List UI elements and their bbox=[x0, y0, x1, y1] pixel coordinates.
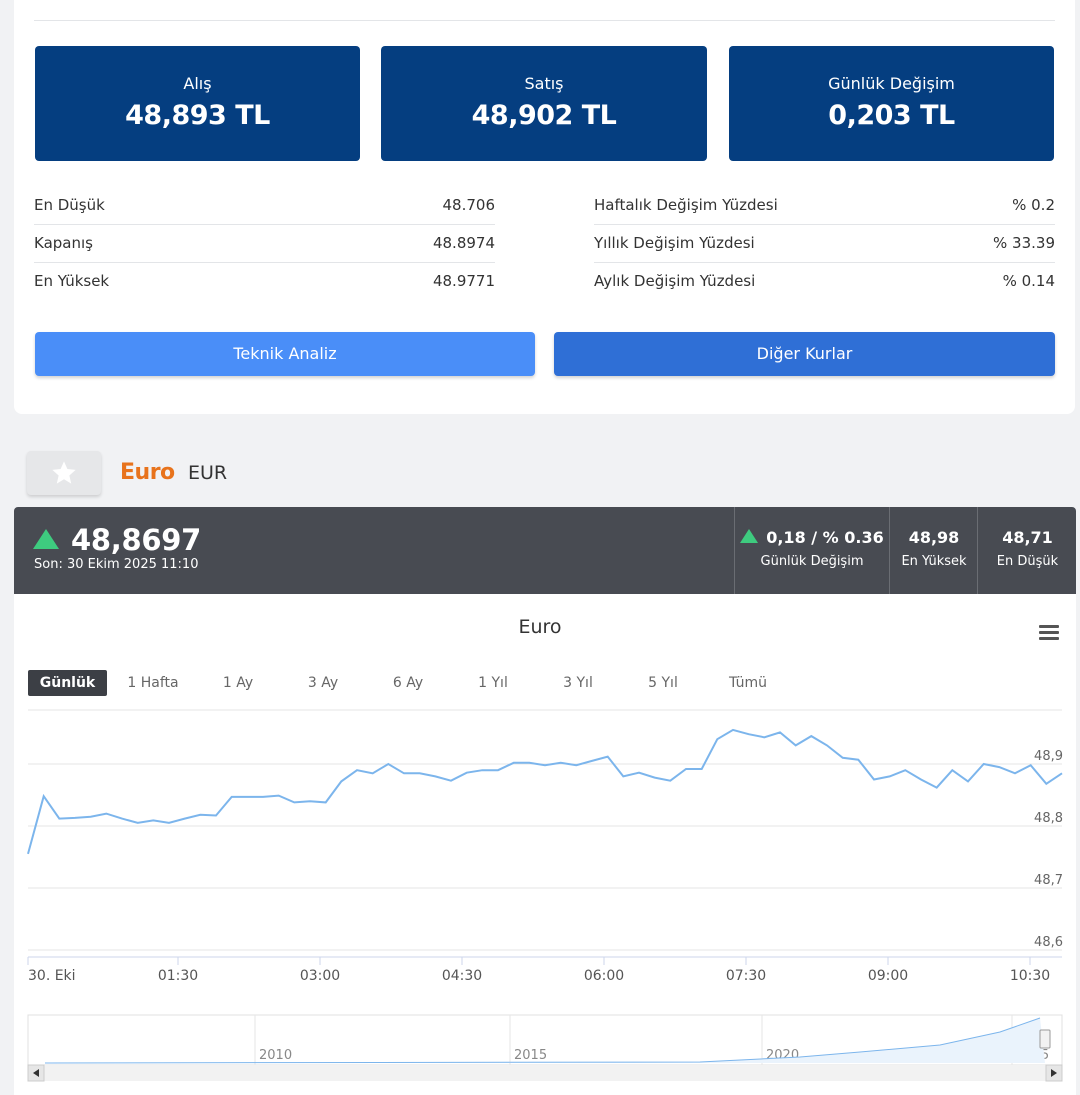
daily-change-label: Günlük Değişim bbox=[760, 554, 864, 569]
buy-label: Alış bbox=[183, 74, 212, 93]
stat-value: % 33.39 bbox=[993, 234, 1055, 252]
range-daily[interactable]: Günlük bbox=[28, 670, 107, 696]
technical-analysis-button[interactable]: Teknik Analiz bbox=[35, 332, 535, 376]
sell-price-box: Satış 48,902 TL bbox=[381, 46, 707, 161]
navigator-label: 2015 bbox=[514, 1048, 547, 1063]
stat-row-highest: En Yüksek 48.9771 bbox=[34, 262, 495, 300]
high-cell: 48,98 En Yüksek bbox=[889, 507, 978, 594]
stat-label: Kapanış bbox=[34, 234, 93, 252]
range-1-month[interactable]: 1 Ay bbox=[222, 675, 254, 691]
range-1-year[interactable]: 1 Yıl bbox=[478, 675, 508, 691]
stat-row-monthly-change: Aylık Değişim Yüzdesi % 0.14 bbox=[594, 262, 1055, 300]
up-arrow-icon bbox=[33, 529, 59, 549]
star-icon bbox=[52, 461, 76, 484]
up-arrow-icon bbox=[740, 529, 759, 543]
daily-change-value: 0,18 / % 0.36 bbox=[735, 528, 889, 547]
sell-value: 48,902 TL bbox=[471, 100, 617, 131]
buy-price-box: Alış 48,893 TL bbox=[35, 46, 360, 161]
low-cell: 48,71 En Düşük bbox=[977, 507, 1077, 594]
y-tick-label: 48,9 bbox=[1034, 749, 1063, 764]
buy-value: 48,893 TL bbox=[125, 100, 270, 131]
daily-change-cell: 0,18 / % 0.36 Günlük Değişim bbox=[734, 507, 889, 594]
favorite-button[interactable] bbox=[27, 451, 101, 495]
last-update: Son: 30 Ekim 2025 11:10 bbox=[34, 557, 199, 572]
chart-container bbox=[14, 594, 1076, 1095]
y-tick-label: 48,8 bbox=[1034, 811, 1063, 826]
stat-value: 48.8974 bbox=[432, 234, 495, 252]
daily-change-label: Günlük Değişim bbox=[828, 74, 955, 93]
chevron-left-icon bbox=[33, 1069, 39, 1077]
daily-change-text: 0,18 / % 0.36 bbox=[766, 528, 884, 547]
daily-change-box: Günlük Değişim 0,203 TL bbox=[729, 46, 1054, 161]
chart-title: Euro bbox=[518, 616, 562, 638]
x-tick-label: 09:00 bbox=[868, 968, 908, 984]
stat-value: 48.706 bbox=[442, 196, 496, 214]
low-value: 48,71 bbox=[1002, 528, 1053, 547]
other-rates-button[interactable]: Diğer Kurlar bbox=[554, 332, 1055, 376]
high-value: 48,98 bbox=[908, 528, 960, 547]
x-tick-label: 10:30 bbox=[1010, 968, 1050, 984]
range-3-years[interactable]: 3 Yıl bbox=[563, 675, 593, 691]
sell-label: Satış bbox=[524, 74, 564, 93]
navigator-handle bbox=[1039, 1029, 1051, 1049]
stat-label: Yıllık Değişim Yüzdesi bbox=[594, 234, 755, 252]
x-tick-label: 06:00 bbox=[584, 968, 624, 984]
navigator-label: 2010 bbox=[259, 1048, 292, 1063]
stat-value: 48.9771 bbox=[432, 272, 495, 290]
x-tick-label: 04:30 bbox=[442, 968, 482, 984]
x-tick-label: 01:30 bbox=[158, 968, 198, 984]
stat-label: Aylık Değişim Yüzdesi bbox=[594, 272, 756, 290]
current-price: 48,8697 bbox=[71, 523, 201, 557]
x-tick-label: 03:00 bbox=[300, 968, 340, 984]
stat-row-close: Kapanış 48.8974 bbox=[34, 224, 495, 263]
daily-change-value: 0,203 TL bbox=[828, 100, 955, 131]
stat-row-lowest: En Düşük 48.706 bbox=[34, 186, 495, 225]
y-tick-label: 48,7 bbox=[1034, 873, 1063, 888]
stat-row-yearly-change: Yıllık Değişim Yüzdesi % 33.39 bbox=[594, 224, 1055, 263]
stat-label: En Yüksek bbox=[34, 272, 110, 290]
series-line bbox=[27, 728, 1063, 855]
navigator-series bbox=[44, 1017, 1041, 1064]
range-1-week[interactable]: 1 Hafta bbox=[127, 675, 179, 691]
range-all[interactable]: Tümü bbox=[728, 675, 767, 691]
x-tick-label: 07:30 bbox=[726, 968, 766, 984]
x-tick-label: 30. Eki bbox=[28, 968, 76, 984]
range-6-months[interactable]: 6 Ay bbox=[392, 675, 424, 691]
divider bbox=[34, 20, 1055, 21]
range-5-years[interactable]: 5 Yıl bbox=[648, 675, 678, 691]
ticker-bar: 48,8697 Son: 30 Ekim 2025 11:10 0,18 / %… bbox=[14, 507, 1076, 594]
chart-navigator[interactable]: 2010201520202025 bbox=[0, 1010, 1080, 1090]
menu-icon[interactable] bbox=[1039, 625, 1059, 641]
stat-label: Haftalık Değişim Yüzdesi bbox=[594, 196, 778, 214]
stat-row-weekly-change: Haftalık Değişim Yüzdesi % 0.2 bbox=[594, 186, 1055, 225]
range-3-months[interactable]: 3 Ay bbox=[307, 675, 339, 691]
chevron-right-icon bbox=[1051, 1069, 1057, 1077]
y-tick-label: 48,6 bbox=[1034, 935, 1063, 950]
navigator-area bbox=[45, 1018, 1045, 1063]
scrollbar-track bbox=[28, 1065, 1062, 1081]
low-label: En Düşük bbox=[996, 554, 1059, 569]
currency-code: EUR bbox=[188, 462, 228, 484]
stat-value: % 0.14 bbox=[1002, 272, 1055, 290]
currency-name: Euro bbox=[120, 460, 175, 485]
stat-value: % 0.2 bbox=[1012, 196, 1055, 214]
price-line-chart: 48,9 48,8 48,7 48,6 30. Eki 01:30 03:00 04:30 06… bbox=[27, 709, 1063, 984]
high-label: En Yüksek bbox=[901, 554, 967, 569]
stat-label: En Düşük bbox=[34, 196, 105, 214]
